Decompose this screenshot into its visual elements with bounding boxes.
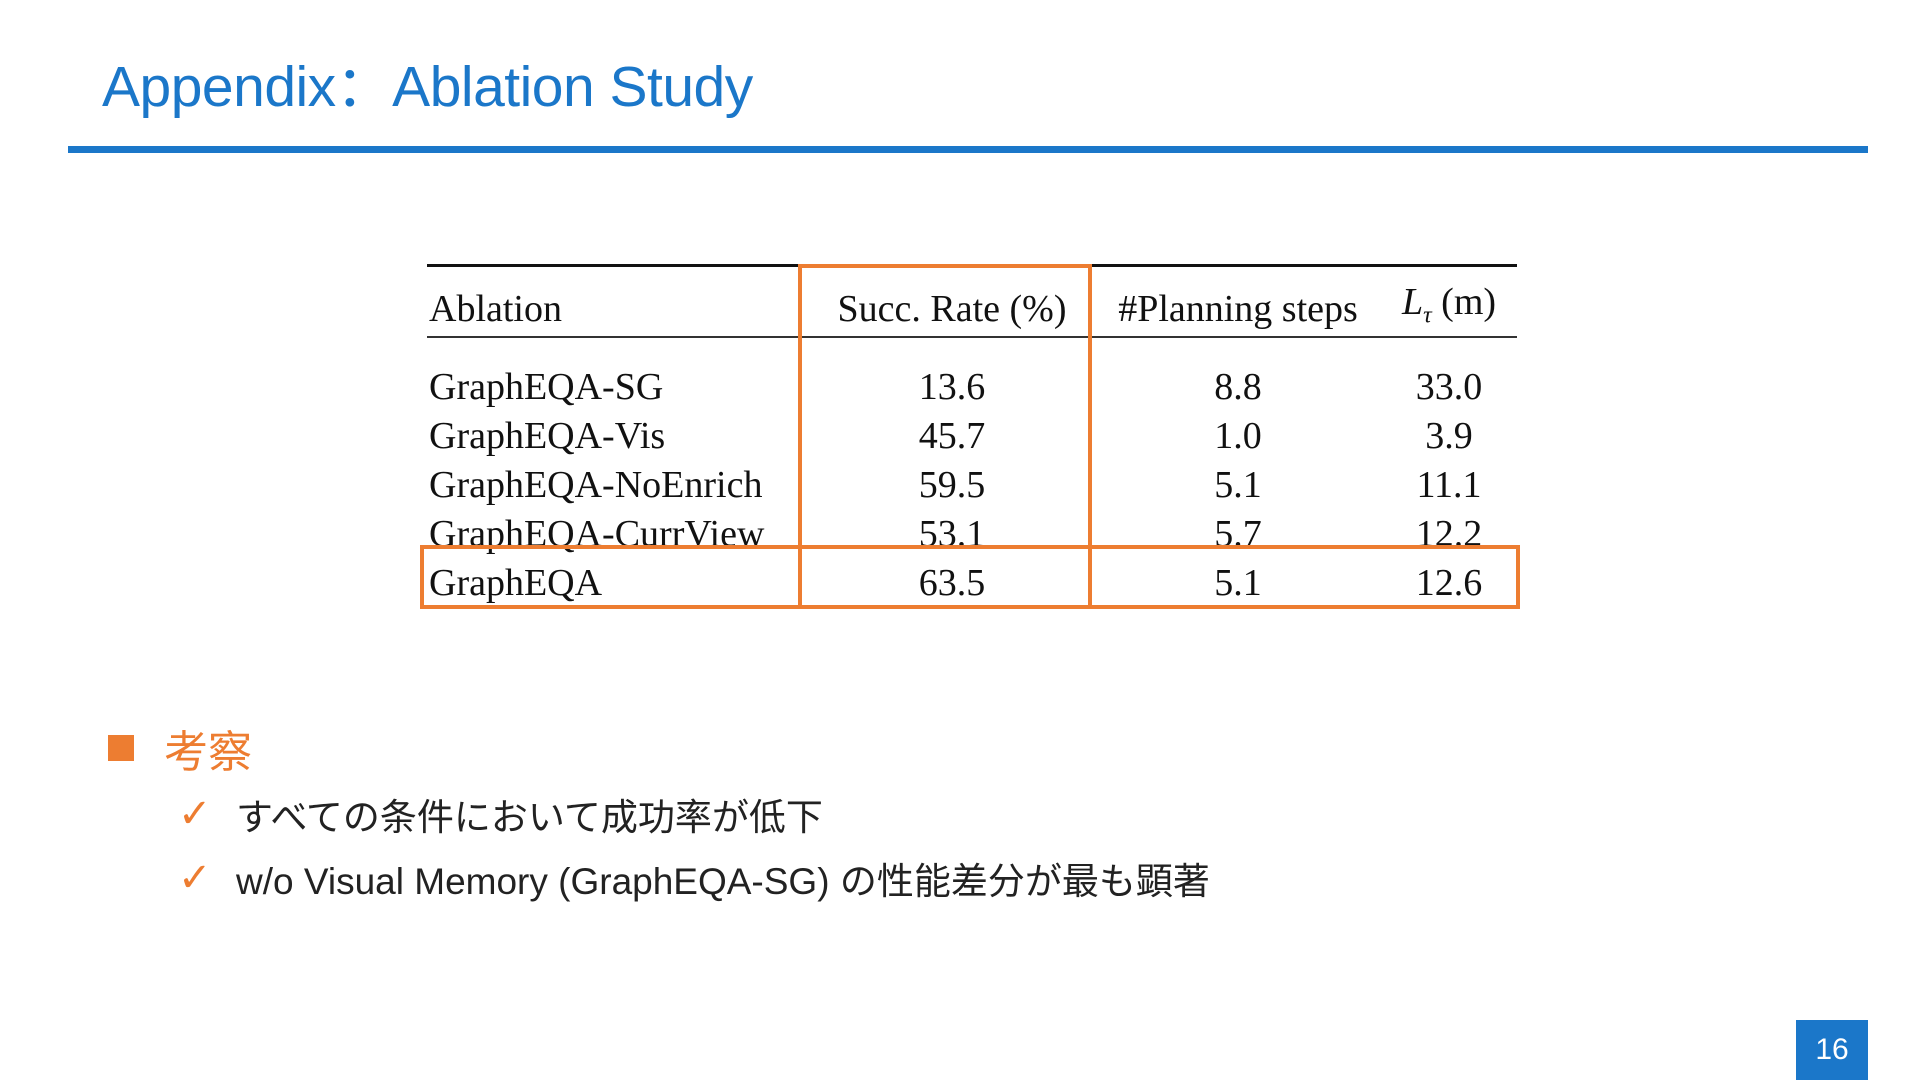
cell-length: 11.1	[1416, 463, 1482, 506]
table-header-rule	[427, 336, 1517, 338]
table-row: GraphEQA-NoEnrich 59.5 5.1 11.1	[427, 461, 1519, 510]
graph-eqa-highlight-box	[420, 545, 1520, 609]
check-icon: ✓	[178, 855, 212, 901]
cell-planning-steps: 5.1	[1214, 463, 1262, 506]
square-bullet-icon	[108, 735, 134, 761]
header-succ-rate: Succ. Rate (%)	[837, 287, 1067, 330]
length-symbol: Lτ	[1401, 281, 1432, 329]
header-length: Lτ (m)	[1379, 267, 1519, 351]
page-number: 16	[1796, 1020, 1868, 1080]
cell-length: 12.6	[1415, 561, 1483, 604]
cell-ablation: GraphEQA	[429, 561, 603, 604]
length-symbol-letter: L	[1401, 281, 1424, 323]
ablation-table-grid: Ablation Succ. Rate (%) #Planning steps …	[427, 267, 1519, 608]
table-row: GraphEQA-SG 13.6 8.8 33.0	[427, 363, 1519, 412]
table-row-highlight: GraphEQA 63.5 5.1 12.6	[427, 559, 1519, 608]
check-icon: ✓	[178, 791, 212, 837]
table-row: GraphEQA-Vis 45.7 1.0 3.9	[427, 412, 1519, 461]
note-text: すべての条件において成功率が低下	[236, 797, 823, 838]
header-ablation: Ablation	[429, 287, 562, 330]
cell-length: 33.0	[1415, 365, 1483, 408]
cell-ablation: GraphEQA-NoEnrich	[429, 463, 763, 506]
cell-succ-rate: 13.6	[918, 365, 986, 408]
note-item: ✓ すべての条件において成功率が低下	[178, 786, 823, 842]
cell-succ-rate: 45.7	[918, 414, 986, 457]
cell-ablation: GraphEQA-SG	[429, 365, 664, 408]
cell-planning-steps: 5.1	[1214, 561, 1262, 604]
length-symbol-subscript: τ	[1423, 302, 1432, 329]
cell-succ-rate: 59.5	[918, 463, 986, 506]
cell-ablation: GraphEQA-Vis	[429, 414, 666, 457]
note-item: ✓ w/o Visual Memory (GraphEQA-SG) の性能差分が…	[178, 850, 1210, 906]
notes-heading: 考察	[108, 718, 252, 778]
length-unit: (m)	[1441, 281, 1497, 323]
notes-heading-label: 考察	[164, 727, 252, 778]
cell-planning-steps: 1.0	[1214, 414, 1262, 457]
title-underline	[68, 146, 1868, 153]
cell-length: 3.9	[1425, 414, 1473, 457]
cell-succ-rate-best: 63.5	[918, 561, 986, 604]
header-planning-steps: #Planning steps	[1118, 287, 1358, 330]
ablation-table: Ablation Succ. Rate (%) #Planning steps …	[420, 264, 1520, 614]
note-text: w/o Visual Memory (GraphEQA-SG) の性能差分が最も…	[236, 861, 1210, 902]
slide-title: Appendix：Ablation Study	[102, 55, 753, 119]
table-header-row: Ablation Succ. Rate (%) #Planning steps …	[427, 267, 1519, 351]
cell-planning-steps: 8.8	[1214, 365, 1262, 408]
